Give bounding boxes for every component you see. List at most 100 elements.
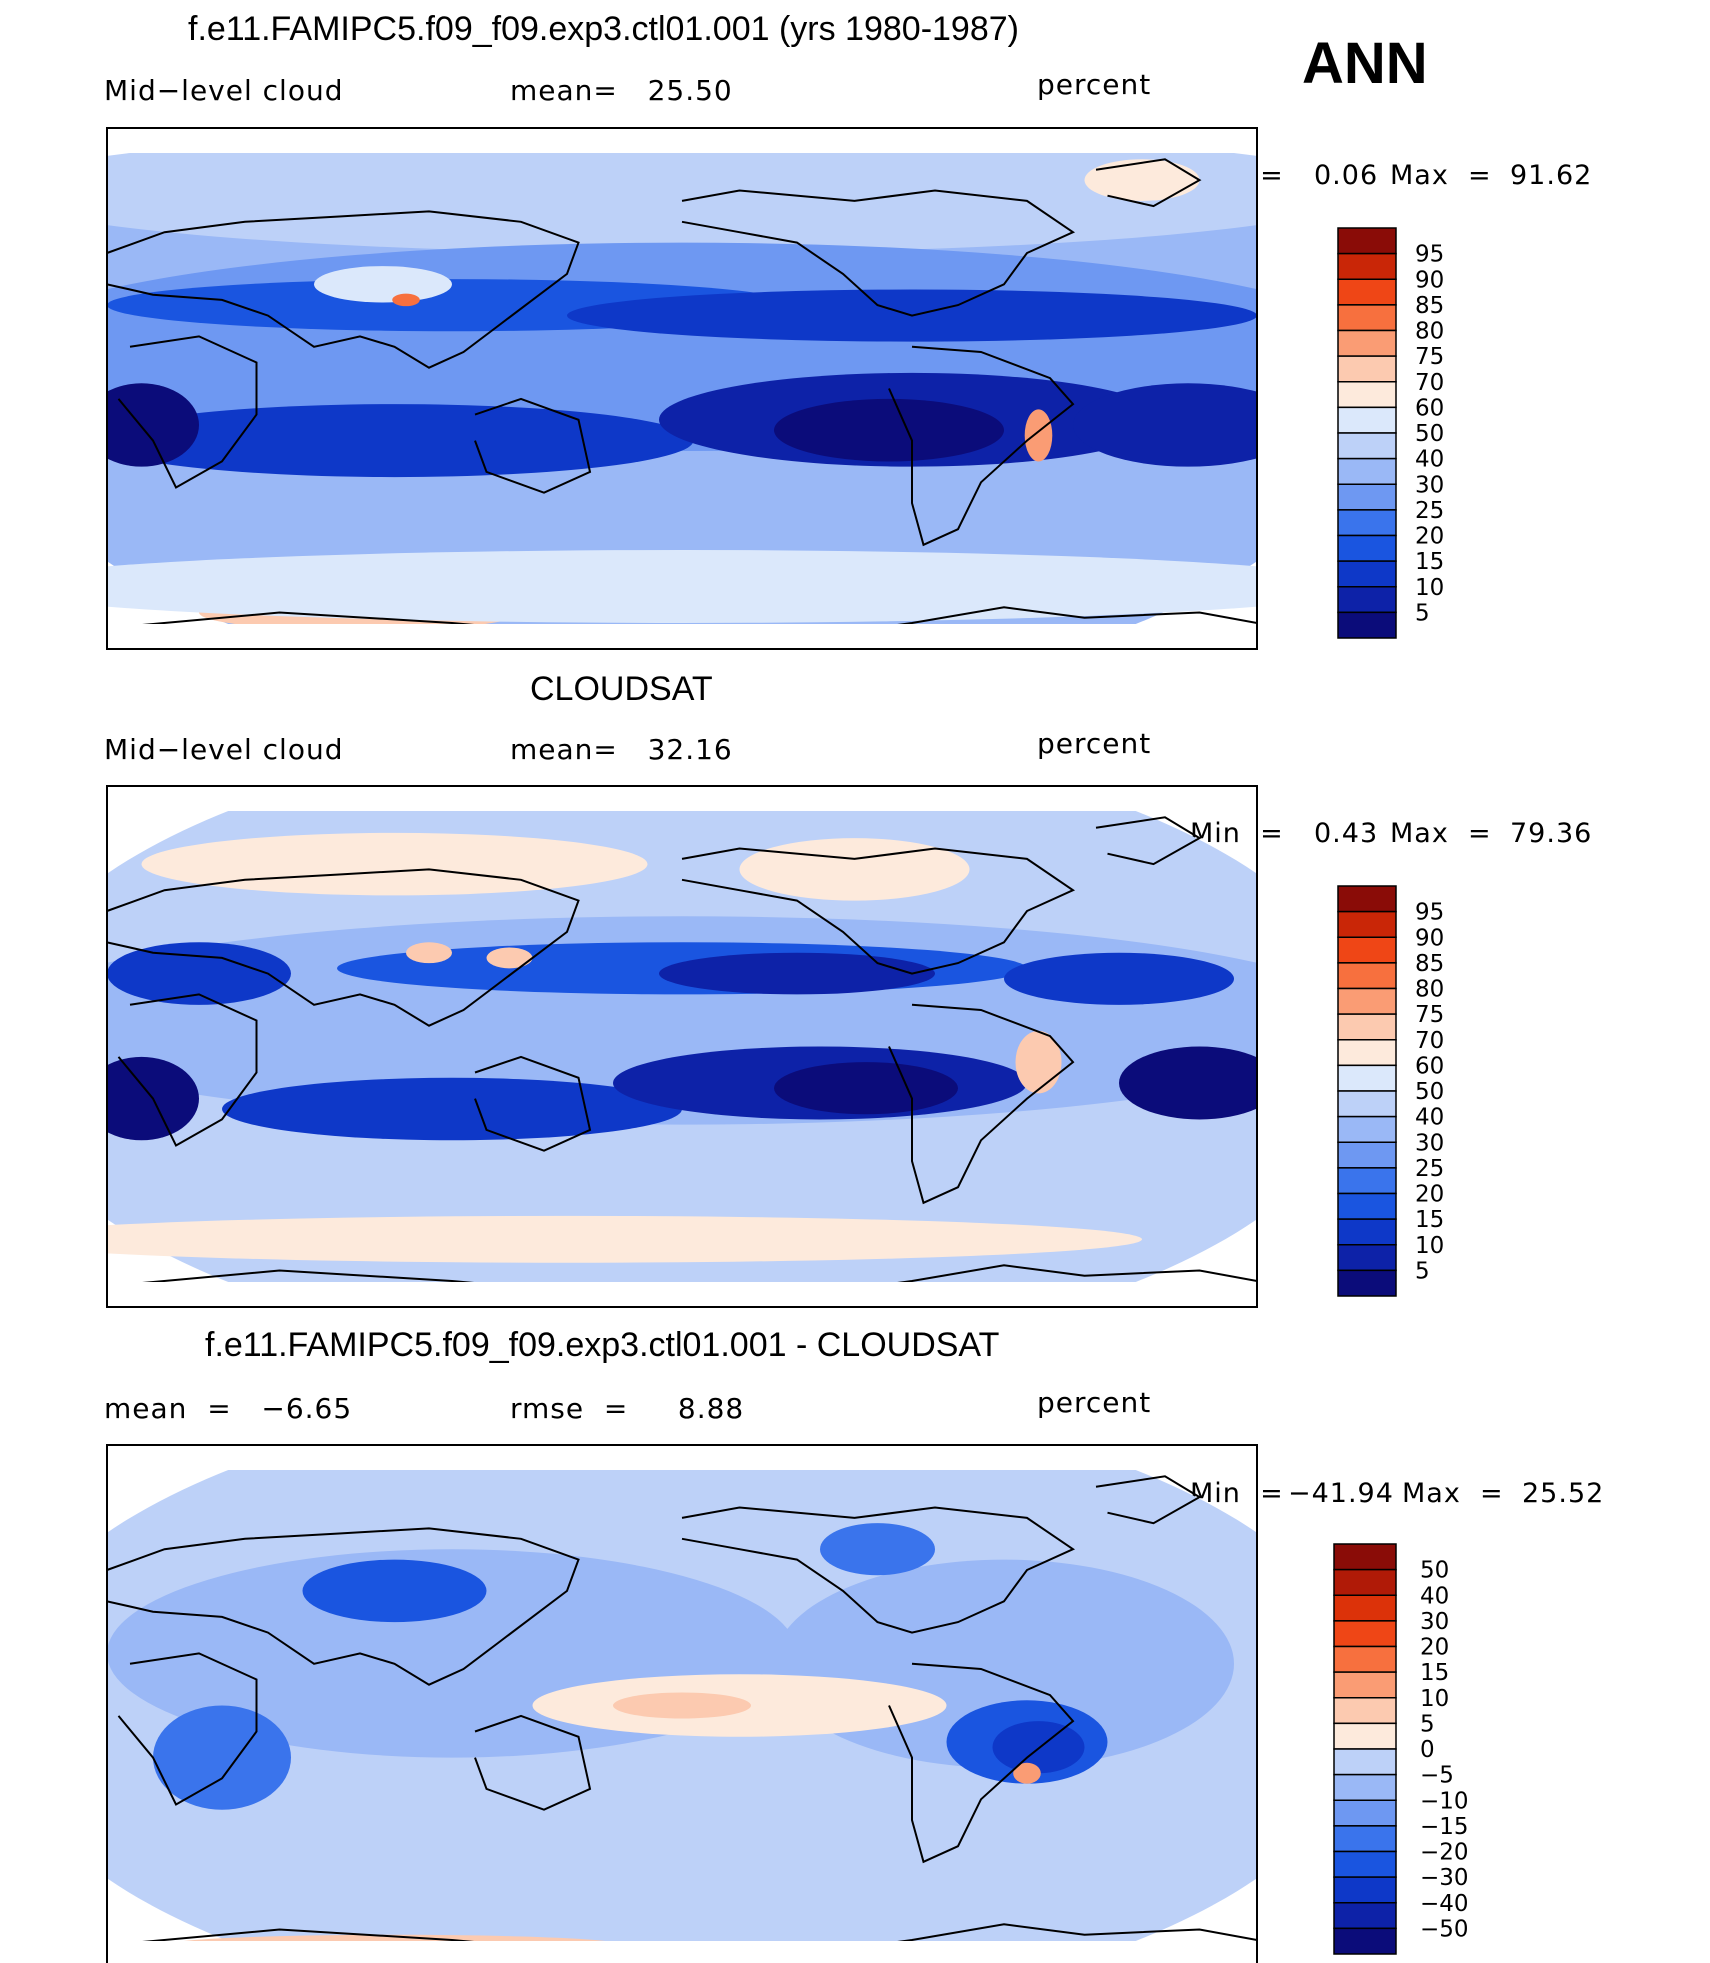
coastline — [107, 868, 580, 1027]
colorbar-segment — [1337, 586, 1397, 614]
panel-2-title: CLOUDSAT — [530, 670, 713, 708]
colorbar-label: 20 — [1415, 1182, 1444, 1208]
colorbar-segment — [1337, 432, 1397, 460]
panel-1-units: percent — [1037, 68, 1152, 101]
colorbar-segment — [1337, 534, 1397, 562]
colorbar-label: 15 — [1415, 549, 1444, 575]
colorbar-segment — [1337, 1115, 1397, 1143]
colorbar-segment — [1337, 1167, 1397, 1195]
panel-2-min-label: Min = — [1190, 818, 1284, 849]
coastline — [474, 1714, 592, 1811]
colorbar-label: 10 — [1420, 1686, 1449, 1712]
coastline — [117, 335, 258, 489]
panel-3-map — [106, 1444, 1258, 1963]
coastline — [1095, 816, 1202, 866]
field-region — [1084, 159, 1200, 201]
colorbar-label: 60 — [1415, 395, 1444, 421]
colorbar-segment — [1333, 1697, 1397, 1725]
colorbar-label: 25 — [1415, 498, 1444, 524]
panel-2-min-value: 0.43 — [1314, 818, 1379, 849]
field-region — [314, 266, 452, 303]
colorbar-segment — [1333, 1568, 1397, 1596]
colorbar-label: 5 — [1415, 1258, 1430, 1284]
colorbar-label: 50 — [1415, 1079, 1444, 1105]
field-region — [1073, 383, 1257, 467]
coastline — [681, 847, 1076, 975]
colorbar-segment — [1337, 1218, 1397, 1246]
map-frame — [106, 785, 1258, 1308]
coastline — [142, 1264, 1257, 1282]
panel-2-variable-label: Mid−level cloud — [104, 733, 344, 766]
colorbar-segment — [1337, 278, 1397, 306]
coastline — [888, 345, 1075, 547]
season-label: ANN — [1302, 31, 1428, 96]
field-region — [1004, 952, 1234, 1005]
colorbar-segment — [1337, 1039, 1397, 1067]
colorbar-label: 80 — [1415, 977, 1444, 1003]
coastline — [888, 1003, 1075, 1205]
colorbar-label: 15 — [1420, 1660, 1449, 1686]
coastline — [117, 1652, 258, 1806]
colorbar-label: 30 — [1415, 472, 1444, 498]
colorbar-segment — [1333, 1799, 1397, 1827]
coastline — [681, 189, 1076, 317]
colorbar-segment — [1337, 1090, 1397, 1118]
coastline — [681, 1506, 1076, 1634]
field-region — [383, 1944, 521, 1957]
colorbar-label: −20 — [1420, 1840, 1469, 1866]
colorbar-label: 90 — [1415, 267, 1444, 293]
colorbar-label: −5 — [1420, 1763, 1454, 1789]
colorbar-label: 10 — [1415, 1233, 1444, 1259]
panel-1-map — [106, 127, 1258, 650]
colorbar-segment — [1333, 1927, 1397, 1955]
colorbar-label: 5 — [1420, 1711, 1435, 1737]
coastline — [474, 1055, 592, 1152]
colorbar-segment — [1337, 355, 1397, 383]
colorbar-segment — [1333, 1748, 1397, 1776]
colorbar-segment — [1333, 1850, 1397, 1878]
panel-2-units: percent — [1037, 727, 1152, 760]
colorbar-segment — [1337, 1192, 1397, 1220]
colorbar-segment — [1337, 304, 1397, 332]
colorbar-segment — [1333, 1620, 1397, 1648]
panel-3-min-value: −41.94 — [1288, 1478, 1394, 1509]
coastline — [142, 606, 1257, 624]
panel-2-mean: mean= 32.16 — [510, 733, 733, 766]
colorbar-label: 50 — [1420, 1558, 1449, 1584]
colorbar-label: −40 — [1420, 1891, 1469, 1917]
colorbar-label: 15 — [1415, 1207, 1444, 1233]
panel-1-max-value: 91.62 — [1510, 160, 1593, 191]
colorbar-label: 50 — [1415, 421, 1444, 447]
panel-1-variable-label: Mid−level cloud — [104, 74, 344, 107]
field-region — [107, 383, 199, 467]
colorbar-segment — [1337, 1141, 1397, 1169]
colorbar-segment — [1333, 1902, 1397, 1930]
field-region — [107, 153, 1257, 254]
field-region — [107, 1056, 199, 1141]
field-region — [774, 398, 1004, 462]
colorbar-segment — [1333, 1645, 1397, 1673]
coastline — [107, 210, 580, 369]
field-region — [183, 1934, 606, 1941]
colorbar-segment — [1337, 1064, 1397, 1092]
map-frame — [106, 1444, 1258, 1963]
colorbar-label: 10 — [1415, 575, 1444, 601]
field-region — [302, 1559, 487, 1623]
coastline — [1095, 158, 1202, 208]
colorbar-label: 5 — [1415, 600, 1430, 626]
panel-2-max-label: Max = — [1390, 818, 1492, 849]
panel-3-units: percent — [1037, 1386, 1152, 1419]
colorbar-segment — [1337, 381, 1397, 409]
colorbar-label: 85 — [1415, 951, 1444, 977]
colorbar-segment — [1337, 910, 1397, 938]
colorbar-segment — [1337, 987, 1397, 1015]
panel-3-mean: mean = −6.65 — [104, 1392, 353, 1425]
map-frame — [106, 127, 1258, 650]
colorbar-segment — [1337, 509, 1397, 537]
panel-3-title: f.e11.FAMIPC5.f09_f09.exp3.ctl01.001 - C… — [205, 1326, 1000, 1364]
colorbar-segment — [1333, 1671, 1397, 1699]
coastline — [107, 1527, 580, 1686]
colorbar-segment — [1333, 1773, 1397, 1801]
field-region — [107, 404, 694, 478]
